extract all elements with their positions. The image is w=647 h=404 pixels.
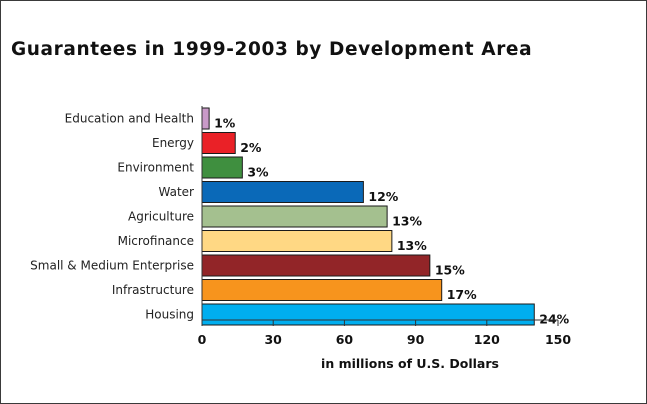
category-label-environment: Environment [117, 161, 194, 175]
x-axis-label: in millions of U.S. Dollars [321, 356, 499, 371]
category-label-water: Water [159, 185, 195, 199]
bar-education-and-health [201, 107, 210, 130]
bar-energy [201, 132, 236, 154]
bar-environment [201, 156, 243, 179]
x-tick-label-150: 150 [545, 332, 571, 347]
bar-agriculture [201, 205, 388, 228]
chart-title: Guarantees in 1999-2003 by Development A… [11, 39, 533, 60]
value-label-microfinance: 13% [397, 238, 427, 253]
category-label-energy: Energy [152, 136, 194, 150]
category-label-microfinance: Microfinance [118, 234, 194, 248]
value-label-infrastructure: 17% [447, 287, 477, 302]
labels-layer: Education and Health 1% Energy 2% Environmen… [30, 112, 570, 327]
value-label-education-and-health: 1% [214, 116, 236, 131]
value-label-environment: 3% [247, 165, 269, 180]
x-tick-label-0: 0 [198, 332, 207, 347]
bar-infrastructure [201, 279, 443, 301]
bar-microfinance [201, 230, 393, 252]
category-label-education-and-health: Education and Health [65, 112, 194, 126]
value-label-water: 12% [368, 189, 398, 204]
value-label-housing: 24% [539, 312, 569, 327]
x-tick-label-90: 90 [407, 332, 425, 347]
bar-water [201, 181, 364, 203]
value-label-small-and-medium-enterprise: 15% [435, 263, 465, 278]
category-label-small-and-medium-enterprise: Small & Medium Enterprise [30, 259, 194, 273]
category-label-infrastructure: Infrastructure [112, 283, 194, 297]
bar-housing [201, 303, 535, 326]
x-tick-label-120: 120 [474, 332, 500, 347]
x-tick-label-60: 60 [336, 332, 354, 347]
x-axis: 0 30 60 90 120 150 [198, 106, 571, 347]
category-label-housing: Housing [145, 308, 194, 322]
category-label-agriculture: Agriculture [128, 210, 194, 224]
value-label-agriculture: 13% [392, 214, 422, 229]
bar-small-and-medium-enterprise [201, 254, 431, 277]
value-label-energy: 2% [240, 140, 262, 155]
x-tick-label-30: 30 [264, 332, 282, 347]
